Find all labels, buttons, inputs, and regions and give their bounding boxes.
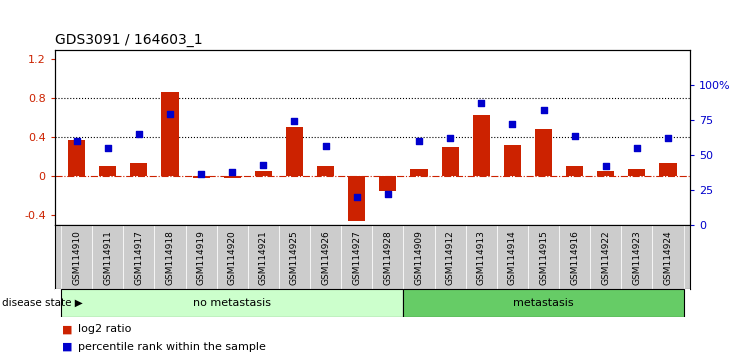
Point xyxy=(258,162,269,167)
Bar xyxy=(404,225,434,289)
Point xyxy=(226,169,238,175)
Point xyxy=(413,138,425,143)
Bar xyxy=(442,147,458,176)
Bar xyxy=(68,140,85,176)
Bar xyxy=(279,225,310,289)
Point xyxy=(320,143,331,149)
Text: GDS3091 / 164603_1: GDS3091 / 164603_1 xyxy=(55,33,202,47)
Bar xyxy=(348,176,365,221)
Bar xyxy=(535,129,552,176)
Text: GSM114916: GSM114916 xyxy=(570,230,579,285)
Bar xyxy=(61,225,92,289)
Bar xyxy=(92,225,123,289)
Bar xyxy=(99,166,116,176)
Bar xyxy=(286,127,303,176)
Bar xyxy=(123,225,154,289)
Bar xyxy=(528,225,559,289)
Bar xyxy=(659,164,677,176)
Text: GSM114921: GSM114921 xyxy=(259,230,268,285)
Bar xyxy=(466,225,497,289)
Bar xyxy=(310,225,341,289)
Bar xyxy=(566,166,583,176)
Text: GSM114924: GSM114924 xyxy=(664,230,672,285)
Bar xyxy=(217,225,247,289)
Bar xyxy=(185,225,217,289)
Bar xyxy=(621,225,653,289)
Point xyxy=(569,134,580,139)
Bar xyxy=(629,169,645,176)
Point xyxy=(133,131,145,137)
Text: log2 ratio: log2 ratio xyxy=(78,324,131,334)
Point xyxy=(507,121,518,127)
Point xyxy=(288,118,300,124)
Point xyxy=(382,191,393,197)
Text: GSM114915: GSM114915 xyxy=(539,230,548,285)
Text: ■: ■ xyxy=(62,342,72,352)
Point xyxy=(195,171,207,177)
Text: ■: ■ xyxy=(62,324,72,334)
Text: GSM114918: GSM114918 xyxy=(166,230,174,285)
Text: GSM114912: GSM114912 xyxy=(445,230,455,285)
Bar xyxy=(341,225,372,289)
Bar xyxy=(597,171,615,176)
Bar xyxy=(317,166,334,176)
Text: GSM114928: GSM114928 xyxy=(383,230,392,285)
Bar xyxy=(653,225,683,289)
Text: GSM114913: GSM114913 xyxy=(477,230,485,285)
Text: GSM114909: GSM114909 xyxy=(415,230,423,285)
Bar xyxy=(591,225,621,289)
Text: GSM114919: GSM114919 xyxy=(196,230,206,285)
Point xyxy=(475,100,487,105)
Text: GSM114917: GSM114917 xyxy=(134,230,143,285)
Text: GSM114926: GSM114926 xyxy=(321,230,330,285)
Point xyxy=(600,163,612,169)
Bar xyxy=(161,92,179,176)
Text: GSM114914: GSM114914 xyxy=(508,230,517,285)
Text: percentile rank within the sample: percentile rank within the sample xyxy=(78,342,266,352)
Point xyxy=(71,138,82,143)
Bar xyxy=(130,164,147,176)
Text: GSM114925: GSM114925 xyxy=(290,230,299,285)
Bar xyxy=(559,225,591,289)
Bar xyxy=(504,145,521,176)
Bar xyxy=(410,169,428,176)
Bar xyxy=(255,171,272,176)
Text: disease state ▶: disease state ▶ xyxy=(2,298,83,308)
Text: GSM114920: GSM114920 xyxy=(228,230,237,285)
Bar xyxy=(497,225,528,289)
Bar xyxy=(154,225,185,289)
Text: GSM114910: GSM114910 xyxy=(72,230,81,285)
Bar xyxy=(247,225,279,289)
Text: GSM114922: GSM114922 xyxy=(602,230,610,285)
Text: GSM114911: GSM114911 xyxy=(103,230,112,285)
Bar xyxy=(372,225,404,289)
Text: metastasis: metastasis xyxy=(513,298,574,308)
Bar xyxy=(380,176,396,191)
Bar xyxy=(223,176,241,178)
Bar xyxy=(193,176,210,178)
Point xyxy=(351,194,363,200)
Point xyxy=(164,111,176,117)
Text: GSM114927: GSM114927 xyxy=(353,230,361,285)
Point xyxy=(662,135,674,141)
Point xyxy=(538,107,550,113)
Bar xyxy=(404,289,683,317)
Bar xyxy=(473,115,490,176)
Point xyxy=(631,145,642,150)
Bar xyxy=(61,289,404,317)
Point xyxy=(102,145,114,150)
Bar xyxy=(434,225,466,289)
Point xyxy=(445,135,456,141)
Text: no metastasis: no metastasis xyxy=(193,298,272,308)
Text: GSM114923: GSM114923 xyxy=(632,230,642,285)
